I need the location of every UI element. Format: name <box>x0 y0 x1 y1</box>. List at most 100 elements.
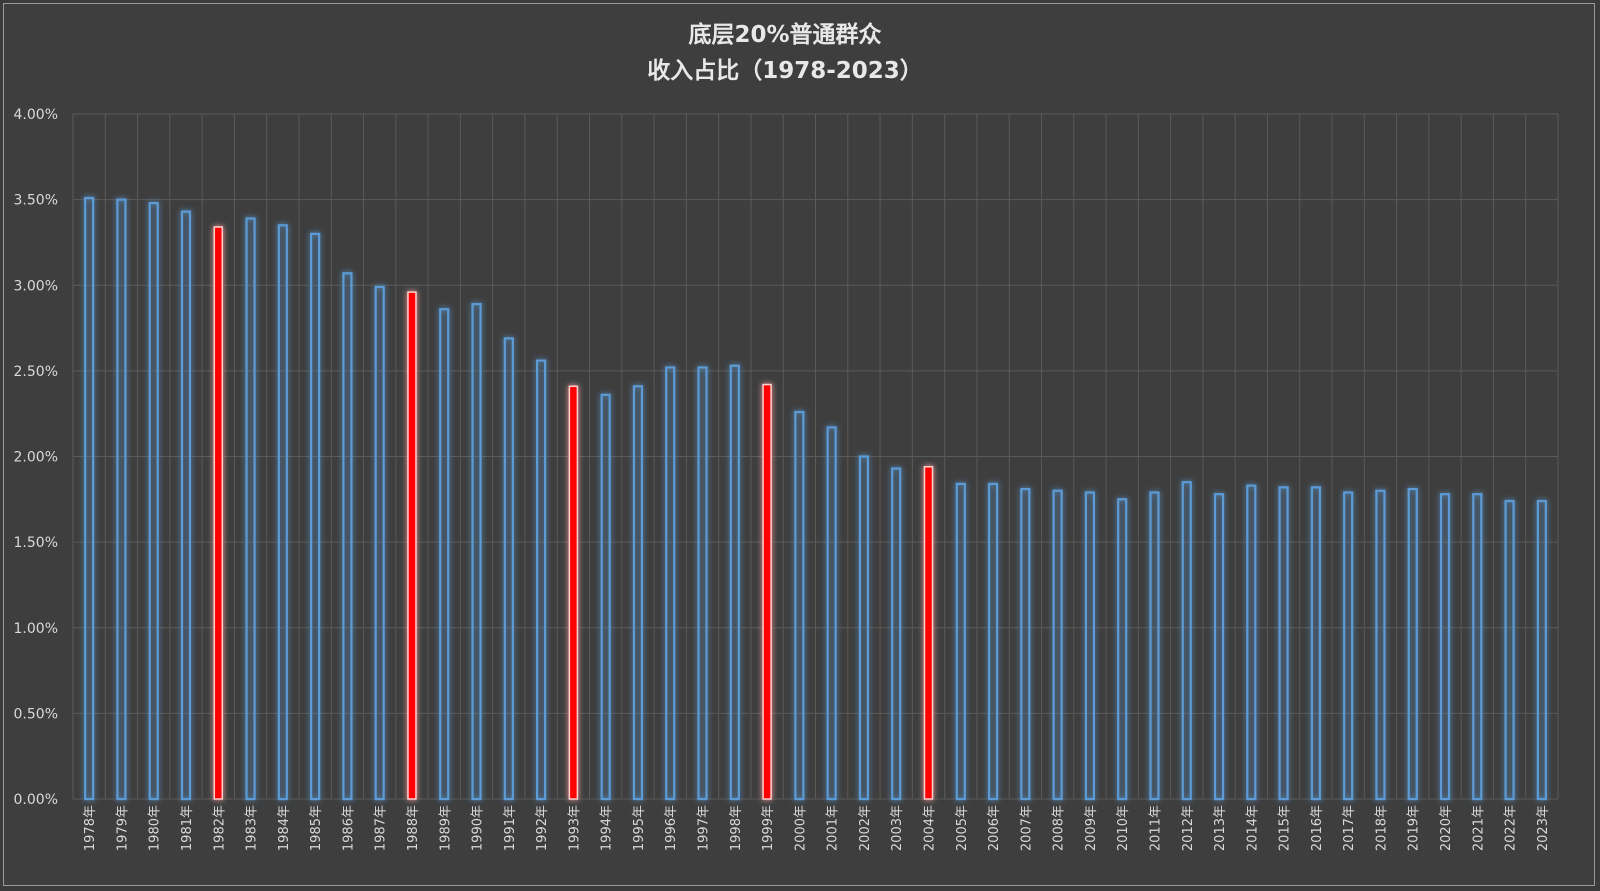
y-tick-label: 0.50% <box>14 706 58 722</box>
x-tick-label: 1997年 <box>697 805 712 851</box>
x-tick-label: 2014年 <box>1245 805 1260 851</box>
x-tick-label: 1989年 <box>438 805 453 851</box>
bar-1999年 <box>762 383 772 800</box>
x-tick-label: 2007年 <box>1019 805 1034 851</box>
bar-2017年 <box>1343 491 1354 801</box>
x-tick-label: 2020年 <box>1439 805 1454 851</box>
bar-1992年 <box>535 359 547 801</box>
chart-title: 底层20%普通群众 <box>688 21 881 48</box>
x-tick-label: 1994年 <box>600 805 615 851</box>
bar-1994年 <box>600 393 611 801</box>
x-tick-label: 1993年 <box>567 805 582 851</box>
bar-1983年 <box>245 217 256 801</box>
y-tick-label: 1.00% <box>14 621 58 637</box>
x-tick-label: 1999年 <box>761 805 776 851</box>
y-tick-label: 1.50% <box>14 535 58 551</box>
bar-1985年 <box>310 232 321 801</box>
bar-1979年 <box>116 198 127 801</box>
bar-1997年 <box>697 366 708 801</box>
x-tick-label: 1980年 <box>148 805 163 851</box>
bar-1990年 <box>471 302 482 801</box>
bar-2021年 <box>1472 493 1483 801</box>
x-tick-label: 1991年 <box>503 805 518 851</box>
bar-2000年 <box>794 410 805 801</box>
x-tick-label: 2019年 <box>1407 805 1422 851</box>
x-tick-label: 1978年 <box>83 805 98 851</box>
bar-2014年 <box>1246 484 1257 801</box>
bar-1984年 <box>277 224 288 801</box>
x-tick-label: 2018年 <box>1374 805 1389 851</box>
y-tick-label: 3.00% <box>14 278 58 294</box>
x-tick-label: 1998年 <box>729 805 744 851</box>
x-tick-label: 2021年 <box>1471 805 1486 851</box>
chart-subtitle: 收入占比（1978-2023） <box>647 57 923 84</box>
x-tick-label: 2005年 <box>955 805 970 851</box>
x-tick-label: 2009年 <box>1084 805 1099 851</box>
y-tick-label: 4.00% <box>14 107 58 123</box>
x-tick-label: 1987年 <box>374 805 389 851</box>
bar-2005年 <box>955 482 966 801</box>
bar-2023年 <box>1536 499 1547 801</box>
y-tick-label: 0.00% <box>14 792 58 808</box>
bar-1978年 <box>84 196 95 801</box>
bar-1996年 <box>665 366 676 801</box>
bar-1998年 <box>729 364 740 801</box>
bar-2011年 <box>1149 491 1160 801</box>
x-tick-label: 2003年 <box>890 805 905 851</box>
bar-1982年 <box>213 226 224 800</box>
bar-1987年 <box>374 285 385 801</box>
bar-1991年 <box>503 337 514 801</box>
bar-1980年 <box>148 201 159 801</box>
x-tick-label: 2015年 <box>1278 805 1293 851</box>
x-tick-label: 2023年 <box>1536 805 1551 851</box>
x-tick-label: 2013年 <box>1213 805 1228 851</box>
bar-2010年 <box>1117 498 1128 801</box>
x-tick-label: 1985年 <box>309 805 324 851</box>
x-tick-label: 1990年 <box>471 805 486 851</box>
bar-1989年 <box>439 308 450 801</box>
x-axis: 1978年 1979年 1980年 1981年 1982年 1983年 1984年 1985年… <box>83 805 1551 851</box>
bar-chart: 底层20%普通群众 收入占比（1978-2023） 0.00% 0.50% 1.00… <box>14 21 1559 851</box>
x-tick-label: 2017年 <box>1342 805 1357 851</box>
bar-2012年 <box>1181 481 1192 801</box>
bar-1993年 <box>568 385 579 800</box>
bar-2001年 <box>826 426 837 801</box>
bar-2015年 <box>1278 486 1289 801</box>
x-tick-label: 1996年 <box>664 805 679 851</box>
bar-1988年 <box>407 291 417 800</box>
x-tick-label: 1986年 <box>341 805 356 851</box>
bar-2009年 <box>1084 491 1096 801</box>
gridlines <box>72 113 1559 800</box>
x-tick-label: 2004年 <box>922 805 937 851</box>
bar-2020年 <box>1439 493 1451 801</box>
x-tick-label: 1995年 <box>632 805 647 851</box>
x-tick-label: 1984年 <box>277 805 292 851</box>
x-tick-label: 2022年 <box>1504 805 1519 851</box>
bars <box>84 196 1547 801</box>
x-tick-label: 2001年 <box>826 805 841 851</box>
x-tick-label: 2012年 <box>1181 805 1196 851</box>
x-tick-label: 1992年 <box>535 805 550 851</box>
x-tick-label: 1979年 <box>115 805 130 851</box>
x-tick-label: 1988年 <box>406 805 421 851</box>
y-tick-label: 2.00% <box>14 450 58 466</box>
y-tick-label: 2.50% <box>14 364 58 380</box>
x-tick-label: 2011年 <box>1148 805 1163 851</box>
x-tick-label: 2010年 <box>1116 805 1131 851</box>
bar-1995年 <box>632 385 644 801</box>
x-tick-label: 2006年 <box>987 805 1002 851</box>
x-tick-label: 1982年 <box>212 805 227 851</box>
bar-1981年 <box>180 210 192 801</box>
bar-2018年 <box>1375 489 1386 801</box>
bar-2022年 <box>1504 499 1515 801</box>
bar-2019年 <box>1407 487 1418 801</box>
x-tick-label: 2016年 <box>1310 805 1325 851</box>
bar-2003年 <box>891 467 902 801</box>
x-tick-label: 1981年 <box>180 805 195 851</box>
y-tick-label: 3.50% <box>14 193 58 209</box>
x-tick-label: 2002年 <box>858 805 873 851</box>
x-tick-label: 2008年 <box>1052 805 1067 851</box>
x-tick-label: 1983年 <box>245 805 260 851</box>
bar-2008年 <box>1052 489 1063 801</box>
bar-2016年 <box>1310 486 1321 801</box>
